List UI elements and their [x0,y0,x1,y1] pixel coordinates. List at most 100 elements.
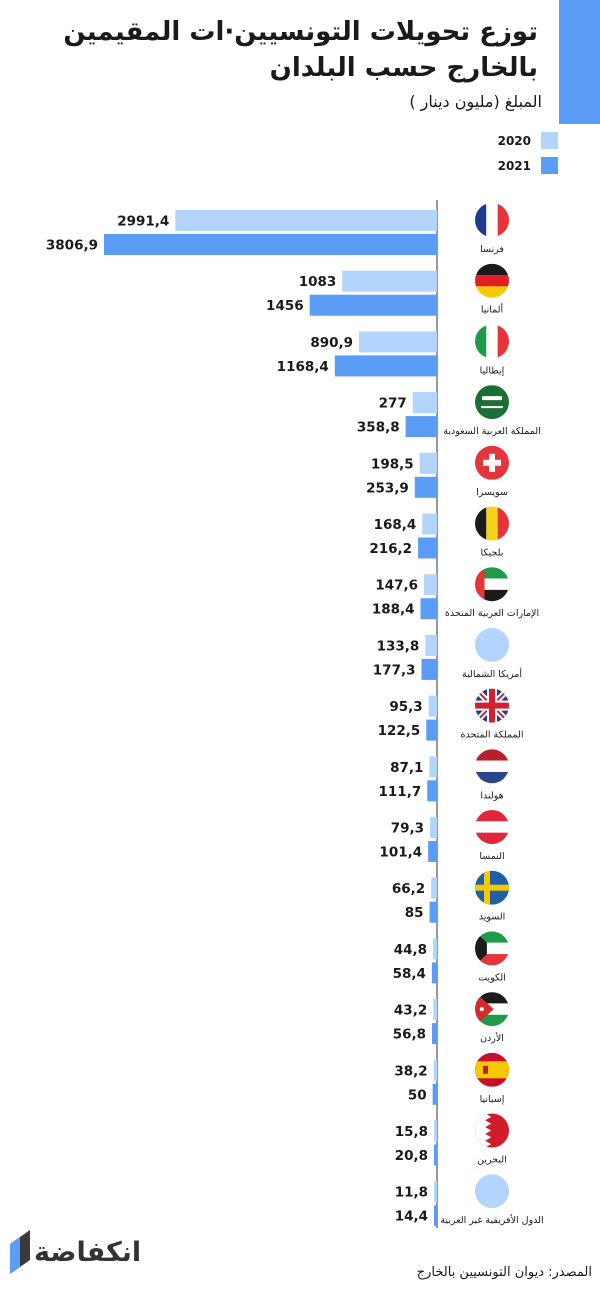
bar-2020 [433,999,437,1021]
country-group: 15,8 20,8 البحرين [395,1113,509,1166]
value-label-2020: 198,5 [371,456,414,472]
value-label-2020: 168,4 [374,517,417,533]
value-label-2020: 44,8 [394,942,427,958]
value-label-2020: 43,2 [394,1003,427,1019]
flag-kuwait-icon [475,931,509,966]
country-group: 1083 1456 ألمانيا [266,263,509,316]
value-label-2021: 177,3 [373,662,416,678]
country-label: هولندا [480,790,503,801]
bar-2020 [424,574,437,596]
bar-2021 [432,1023,437,1045]
country-group: 147,6 188,4 الإمارات العربية المتحدة [372,567,539,620]
value-label-2021: 188,4 [372,602,415,618]
country-group: 43,2 56,8 الأردن [393,992,509,1045]
value-label-2021: 1456 [266,298,304,314]
bar-2021 [432,1083,437,1105]
flag-uae-icon [475,567,509,602]
country-group: 79,3 101,4 النمسا [379,810,509,862]
bar-2020 [422,513,437,535]
value-label-2020: 133,8 [377,638,420,654]
flag-france-icon [475,203,509,237]
country-label: إسبانيا [480,1094,505,1105]
flag-germany-icon [475,263,509,298]
country-group: 277 358,8 المملكة العربية السعودية [357,385,541,438]
country-label: سويسرا [476,487,508,498]
country-label: ألمانيا [481,303,504,316]
brand-name: انكفاضة [34,1236,142,1268]
country-group: 198,5 253,9 سويسرا [366,445,509,498]
placeholder-circle-icon [475,627,509,662]
brand-mark-icon [10,1230,30,1274]
value-label-2020: 15,8 [395,1124,428,1140]
bar-2020 [359,331,437,353]
flag-saudi-arabia-icon [475,385,509,420]
value-label-2021: 56,8 [393,1027,426,1043]
bar-2021 [429,901,437,923]
bar-2020 [175,210,437,231]
country-label: البحرين [477,1155,507,1166]
bar-2020 [419,452,437,474]
country-group: 168,4 216,2 بلجيكا [369,506,509,559]
flag-jordan-icon [475,992,509,1027]
value-label-2020: 277 [379,396,407,412]
legend: 2020 2021 [498,132,558,182]
bar-2021 [405,416,437,438]
bar-2021 [414,476,437,498]
legend-item-2020: 2020 [498,132,558,149]
flag-sweden-icon [475,870,509,905]
value-label-2021: 253,9 [366,480,409,496]
country-group: 87,1 111,7 هولندا [379,749,509,802]
flag-bahrain-icon [475,1113,509,1148]
country-label: الكويت [478,972,506,983]
value-label-2020: 890,9 [310,335,353,351]
bar-2020 [429,756,437,778]
bar-2021 [434,1205,437,1227]
value-label-2021: 358,8 [357,420,400,436]
country-group: 11,8 14,4 الدول الأفريقية غير العربية [395,1174,544,1227]
value-label-2021: 1168,4 [277,359,329,375]
country-group: 890,9 1168,4 إيطاليا [277,324,509,377]
bar-2021 [434,1144,437,1166]
bar-2020 [342,270,437,292]
brand-logo: انكفاضة [10,1230,141,1274]
country-label: الأردن [480,1032,504,1044]
bar-2021 [421,658,437,680]
value-label-2021: 50 [408,1087,427,1103]
country-group: 133,8 177,3 أمريكا الشمالية [373,627,522,680]
value-label-2021: 111,7 [379,784,422,800]
country-label: بلجيكا [481,548,504,559]
value-label-2020: 38,2 [394,1063,427,1079]
country-label: المملكة المتحدة [460,730,523,741]
bar-2021 [104,234,437,255]
bar-2020 [434,1120,437,1142]
country-label: فرنسا [480,244,504,255]
source-note: المصدر: ديوان التونسيين بالخارج [416,1265,592,1280]
chart-subtitle: المبلغ (مليون دينار ) [409,92,542,111]
chart-title: توزع تحويلات التونسيين·ات المقيمين بالخا… [63,17,538,83]
bar-2021 [431,962,437,984]
country-label: السويد [479,912,506,923]
flag-spain-icon [475,1052,509,1087]
country-label: المملكة العربية السعودية [443,426,540,437]
value-label-2021: 101,4 [379,845,422,861]
value-label-2020: 2991,4 [117,214,169,230]
value-label-2021: 3806,9 [46,238,98,254]
bar-2020 [430,817,437,838]
value-label-2020: 11,8 [395,1185,428,1201]
country-group: 95,3 122,5 المملكة المتحدة [378,688,524,741]
bar-2021 [428,841,437,862]
legend-label-2020: 2020 [497,133,531,148]
flag-netherlands-icon [475,749,509,784]
flag-austria-icon [475,810,509,844]
value-label-2021: 58,4 [393,966,426,982]
country-group: 66,2 85 السويد [392,870,509,923]
bar-2021 [427,780,437,802]
flag-uk-icon [475,688,509,723]
value-label-2021: 20,8 [395,1148,428,1164]
country-label: الإمارات العربية المتحدة [445,608,539,619]
flag-italy-icon [475,324,509,359]
bar-2020 [428,695,437,717]
bar-2020 [433,938,437,960]
bar-2020 [434,1181,437,1203]
